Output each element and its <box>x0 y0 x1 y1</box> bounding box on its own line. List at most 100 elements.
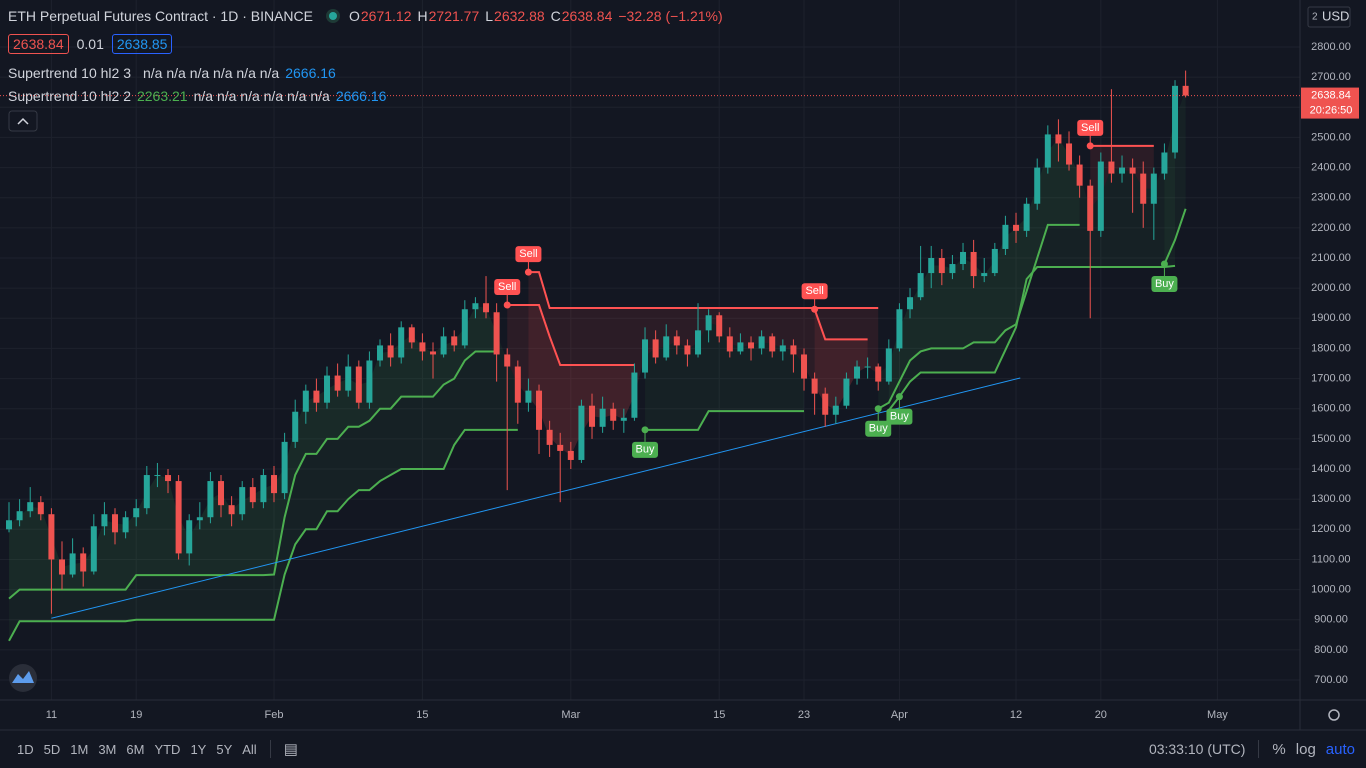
candle-body <box>567 450 574 460</box>
signal-label: Buy <box>890 411 909 423</box>
candle-body <box>143 475 150 509</box>
candle-body <box>122 517 129 533</box>
y-tick-label: 1200.00 <box>1311 523 1351 535</box>
candle-body <box>779 345 786 352</box>
signal-dot <box>1160 260 1168 268</box>
open-value: 2671.12 <box>360 8 412 24</box>
candle-body <box>1161 152 1168 174</box>
collapse-icon <box>17 117 29 125</box>
interval-button[interactable]: 3M <box>98 741 117 757</box>
collapse-button[interactable] <box>8 110 38 132</box>
trend-fill <box>814 309 868 411</box>
candle-body <box>207 481 214 518</box>
header: ETH Perpetual Futures Contract · 1D · BI… <box>8 8 723 24</box>
countdown: 20:26:50 <box>1310 104 1353 116</box>
auto-toggle[interactable]: auto <box>1325 740 1355 758</box>
supertrend-line <box>813 308 868 341</box>
candle-body <box>334 375 341 391</box>
ohlc-label: C <box>550 8 561 24</box>
currency-box[interactable] <box>1307 6 1351 28</box>
candle-body <box>1108 161 1115 174</box>
signal-dot <box>641 426 649 434</box>
supertrend-line <box>877 223 1080 410</box>
signal-label: Sell <box>498 281 516 293</box>
candle-body <box>949 264 956 274</box>
signal-label: Sell <box>519 248 537 260</box>
quote-row: 2638.84 0.01 2638.85 <box>8 34 180 54</box>
y-tick-label: 800.00 <box>1314 644 1348 656</box>
signal-box <box>886 408 913 425</box>
percent-toggle[interactable]: % <box>1272 740 1286 758</box>
signal-label: Buy <box>1155 278 1174 290</box>
interval-button[interactable]: 5Y <box>216 741 233 757</box>
y-tick-label: 1400.00 <box>1311 463 1351 475</box>
spread: 0.01 <box>76 36 104 52</box>
x-tick-label: 12 <box>1010 709 1022 721</box>
signal-box <box>494 279 521 296</box>
divider <box>1258 740 1260 758</box>
price-label: 2638.84 <box>1311 89 1351 101</box>
legend-value: 2263.21 <box>136 88 188 104</box>
signal-box <box>801 283 828 300</box>
interval-button[interactable]: 1Y <box>190 741 207 757</box>
change: −32.28 (−1.21%) <box>618 8 723 24</box>
candle-body <box>461 309 468 346</box>
legend-text: n/a n/a n/a n/a n/a n/a <box>193 88 330 104</box>
candle-body <box>483 303 490 313</box>
legend-name: Supertrend 10 hl2 3 <box>8 65 131 81</box>
interval-button[interactable]: 1M <box>70 741 89 757</box>
range-icon[interactable]: ▤ <box>283 741 298 758</box>
trend-fill <box>9 306 497 599</box>
candle-body <box>811 378 818 394</box>
currency-badge: 2 <box>1312 12 1318 23</box>
candle-body <box>1066 143 1073 165</box>
candle-body <box>854 366 861 379</box>
candle-body <box>48 514 55 560</box>
candle-body <box>695 330 702 355</box>
signal-label: Sell <box>805 285 823 297</box>
candle-body <box>408 327 415 343</box>
log-toggle[interactable]: log <box>1295 740 1316 758</box>
candle-body <box>610 408 617 421</box>
candle-body <box>440 336 447 355</box>
price-label-box <box>1301 87 1359 119</box>
trend-fill <box>9 306 518 641</box>
candle-body <box>970 251 977 277</box>
interval-button[interactable]: 6M <box>126 741 145 757</box>
candle-body <box>843 378 850 406</box>
candle-body <box>769 336 776 352</box>
candle-body <box>716 315 723 337</box>
interval-button[interactable]: 5D <box>43 741 61 757</box>
candle-body <box>377 345 384 361</box>
bid-box[interactable]: 2638.84 <box>8 34 69 54</box>
y-tick-label: 2700.00 <box>1311 71 1351 83</box>
candle-body <box>112 514 119 533</box>
legend-text: n/a n/a n/a n/a n/a n/a <box>142 65 280 81</box>
candle-body <box>578 405 585 460</box>
candle-body <box>748 342 755 349</box>
interval-button[interactable]: All <box>242 741 257 757</box>
candle-body <box>80 553 87 572</box>
settings-icon[interactable] <box>1328 709 1340 721</box>
candle-body <box>101 514 108 527</box>
signal-box <box>632 441 659 458</box>
x-tick-label: 19 <box>130 709 142 721</box>
legend-row: Supertrend 10 hl2 2 2263.21 n/a n/a n/a … <box>8 88 386 104</box>
logo[interactable] <box>9 664 37 692</box>
interval-button[interactable]: 1D <box>17 741 34 757</box>
candle-body <box>642 339 649 373</box>
candle-body <box>917 273 924 298</box>
candle-body <box>1076 164 1083 186</box>
legend-name: Supertrend 10 hl2 2 <box>8 88 131 104</box>
ask-box[interactable]: 2638.85 <box>111 34 173 54</box>
logo-mark <box>12 671 34 683</box>
close-value: 2638.84 <box>561 8 613 24</box>
signal-box <box>1077 119 1104 136</box>
candle-body <box>620 417 627 421</box>
candle-body <box>1002 224 1009 249</box>
bottom-toolbar: 1D 5D 1M 3M 6M YTD 1Y 5Y All ▤ 03:33:10 (UTC) % … <box>0 730 1366 768</box>
signal-box <box>1151 276 1178 293</box>
interval-button[interactable]: YTD <box>154 741 181 757</box>
y-tick-label: 1100.00 <box>1312 553 1351 565</box>
candle-body <box>1087 185 1094 231</box>
